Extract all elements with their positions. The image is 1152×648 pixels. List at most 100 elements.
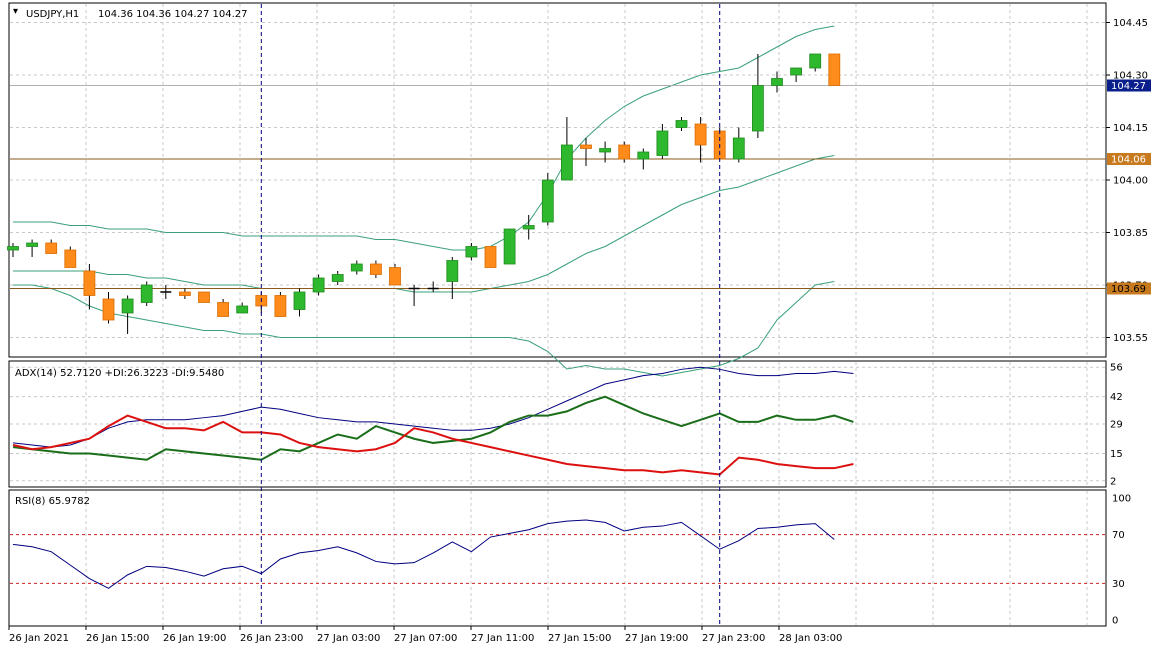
candle-body <box>217 302 230 317</box>
candle-body <box>637 151 650 160</box>
candle <box>331 271 344 285</box>
rsi-tick-label: 30 <box>1112 579 1125 590</box>
candle <box>198 291 210 303</box>
price-tick-label: 104.00 <box>1113 176 1148 187</box>
candle <box>45 239 58 254</box>
candle-body <box>694 123 707 146</box>
candle-body <box>465 246 478 258</box>
candle <box>293 288 306 317</box>
candle-body <box>732 137 745 160</box>
candle-body <box>64 249 77 268</box>
candle <box>637 148 650 170</box>
candle <box>446 257 459 299</box>
candle-body <box>484 246 497 268</box>
candle-body <box>541 179 554 223</box>
candle-body <box>369 263 382 275</box>
candle <box>790 67 802 82</box>
candle-body <box>312 277 325 293</box>
time-tick-label: 27 Jan 07:00 <box>394 633 457 644</box>
current-price-tag: 104.27 <box>1111 81 1146 92</box>
candle-body <box>198 291 210 303</box>
candle <box>694 117 707 163</box>
time-tick-label: 27 Jan 23:00 <box>702 633 765 644</box>
symbol-dropdown-icon[interactable]: ▾ <box>13 6 18 17</box>
candle-body <box>503 228 516 265</box>
candle-body <box>446 260 459 282</box>
candle-body <box>293 291 306 310</box>
rsi-panel-frame <box>8 489 1107 627</box>
adx-tick-label: 15 <box>1110 449 1123 460</box>
candle <box>236 302 249 314</box>
rsi-line <box>12 519 835 589</box>
candle-body <box>522 225 535 230</box>
adx-tick-label: 42 <box>1110 392 1123 403</box>
time-tick-label: 27 Jan 19:00 <box>625 633 688 644</box>
period-separators <box>260 4 721 625</box>
candle-body <box>389 267 401 286</box>
bollinger-bands <box>13 25 835 377</box>
candle-body <box>102 298 115 321</box>
candle-body <box>140 284 153 303</box>
candle-body <box>178 291 191 296</box>
time-tick-label: 26 Jan 2021 <box>9 633 69 644</box>
rsi-tick-label: 0 <box>1112 616 1118 627</box>
candle-body <box>121 298 134 314</box>
candle <box>350 260 363 275</box>
current-price-tag-bg <box>1107 79 1151 92</box>
candle-body <box>274 295 287 317</box>
candle <box>503 228 516 265</box>
price-tick-label: 104.45 <box>1113 18 1148 29</box>
candle <box>408 285 420 306</box>
candle <box>809 53 822 72</box>
candle <box>140 281 153 306</box>
candle <box>274 292 287 317</box>
candle <box>389 264 401 286</box>
candle-body <box>561 144 573 181</box>
time-tick-label: 26 Jan 19:00 <box>163 633 226 644</box>
candle-body <box>752 85 764 132</box>
candle-body <box>236 305 249 314</box>
level-tag: 103.69 <box>1111 284 1146 295</box>
adx-lines <box>12 366 854 476</box>
price-axis: 104.45104.30104.15104.00103.85103.70103.… <box>1106 18 1151 627</box>
ohlc-caption: 104.36 104.36 104.27 104.27 <box>98 9 248 20</box>
time-tick-label: 28 Jan 03:00 <box>779 633 842 644</box>
candle <box>427 281 439 292</box>
candle <box>675 117 688 131</box>
rsi-tick-label: 70 <box>1112 530 1125 541</box>
time-axis: 26 Jan 2021 26 Jan 15:00 26 Jan 19:00 26 Ja… <box>8 626 842 644</box>
candle-body <box>675 120 688 128</box>
level-tag-bg <box>1107 282 1151 295</box>
candle <box>121 295 134 334</box>
candle-body <box>809 53 822 69</box>
time-tick-label: 27 Jan 03:00 <box>317 633 380 644</box>
candle <box>752 54 764 138</box>
candle-body <box>599 148 611 153</box>
candle-body <box>580 144 592 149</box>
time-tick-label: 26 Jan 15:00 <box>86 633 149 644</box>
candle <box>561 117 573 181</box>
candle <box>541 173 554 226</box>
grid <box>10 4 1106 625</box>
price-tick-label: 104.15 <box>1113 123 1148 134</box>
candle <box>732 127 745 163</box>
candle <box>26 239 39 257</box>
candle-body <box>26 242 39 247</box>
price-tick-label: 103.55 <box>1113 333 1148 344</box>
candle-body <box>828 53 841 86</box>
level-tag-bg <box>1107 153 1151 165</box>
candle <box>580 138 592 166</box>
band-upper <box>13 25 835 251</box>
candle-body <box>45 242 58 254</box>
price-tick-label: 103.85 <box>1113 228 1148 239</box>
candle-body <box>7 246 19 251</box>
candle <box>178 288 191 299</box>
price-tick-label: 104.30 <box>1113 71 1148 82</box>
candle <box>522 215 535 240</box>
adx-tick-label: 29 <box>1110 420 1123 431</box>
plus-di-line <box>12 395 854 461</box>
candle <box>160 285 172 299</box>
candle <box>618 141 631 163</box>
